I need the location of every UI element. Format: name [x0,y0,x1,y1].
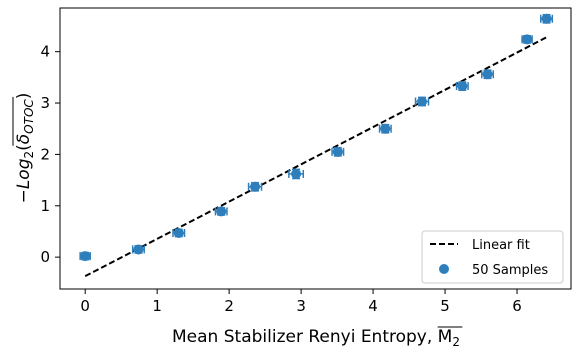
data-point-marker [457,81,468,92]
x-tick-label: 0 [80,297,90,315]
legend-linear-fit-label: Linear fit [472,238,530,253]
x-axis-label-subscript: 2 [452,335,460,347]
legend: Linear fit 50 Samples [421,230,564,284]
y-tick-label: 2 [40,145,50,163]
points-layer [79,13,554,262]
fit-layer [84,36,547,278]
legend-samples-swatch [439,264,449,274]
x-tick-label: 3 [296,297,306,315]
y-tick-label: 0 [40,248,50,266]
data-point-marker [250,181,261,192]
data-point [247,181,263,192]
y-axis-label: −Log2(δOTOC) [14,93,36,204]
y-tick-label: 4 [40,43,50,61]
data-point [481,69,495,80]
x-axis-label: Mean Stabilizer Renyi Entropy, M2 [172,327,460,347]
y-tick-label: 3 [40,94,50,112]
data-point [521,34,533,45]
y-tick-label: 1 [40,197,50,215]
data-point [79,251,91,262]
data-point-marker [522,34,533,45]
x-tick-label: 5 [440,297,450,315]
data-point [288,168,305,180]
data-point [172,228,186,239]
data-point [455,81,469,92]
x-tick-label: 2 [224,297,234,315]
data-point [414,96,430,107]
x-tick-label: 1 [152,297,162,315]
data-point [131,244,145,255]
linear-fit-line [84,36,547,278]
data-point-marker [541,13,552,24]
data-point-marker [173,228,184,239]
plot-frame [59,7,572,290]
data-point-marker [216,206,227,217]
data-point [540,13,554,24]
data-point [378,123,392,134]
data-point [331,146,345,157]
data-point-marker [80,251,91,262]
legend-samples-label: 50 Samples [472,263,548,278]
data-point-marker [380,123,391,134]
x-tick-label: 4 [368,297,378,315]
x-tick-label: 6 [512,297,522,315]
data-point-marker [482,69,493,80]
data-point-marker [291,168,302,179]
data-point-marker [332,146,343,157]
ticks-layer: 0 1 2 3 4 5 6 0 1 2 3 4 [40,43,521,315]
data-point-marker [133,244,144,255]
data-point-marker [417,96,428,107]
data-point [214,206,228,217]
